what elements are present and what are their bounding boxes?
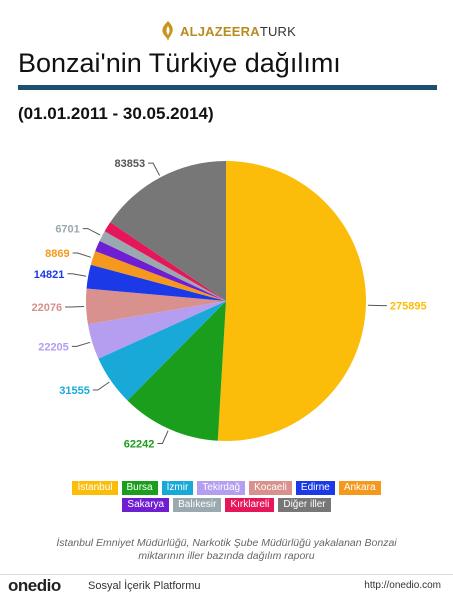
data-label-1: 275895	[390, 301, 427, 313]
data-label-4: 22205	[38, 341, 69, 353]
page-title: Bonzai'nin Türkiye dağılımı	[18, 48, 341, 78]
data-label-7: 8869	[45, 248, 69, 260]
legend-row: İstanbul Bursa İzmir Tekirdağ Kocaeli Edirne A…	[72, 481, 381, 495]
pie-slice-5	[86, 288, 226, 325]
flame-logo-icon	[160, 20, 176, 42]
legend-item-4: Tekirdağ	[197, 481, 246, 495]
caption-line-2: miktarının iller bazında dağılım raporu	[138, 550, 315, 562]
legend-item-9: Balıkesir	[173, 498, 222, 512]
legend-item-10: Kırklareli	[225, 498, 275, 512]
data-label-5: 22076	[32, 302, 63, 314]
logo-main-text: ALJAZEERA	[180, 23, 260, 39]
legend-item-8: Sakarya	[122, 498, 170, 512]
pie-slice-11	[110, 161, 226, 301]
leader-line-7	[72, 252, 92, 258]
pie-slice-4	[87, 301, 226, 359]
pie-chart: 275895 62242 31555 22205 22076 14821 8869 6701 8…	[32, 158, 427, 451]
caption-line-1: İstanbul Emniyet Müdürlüğü, Narkotik Şub…	[56, 537, 397, 549]
logo-text: ALJAZEERATURK	[180, 24, 296, 39]
legend-item-1: İstanbul	[72, 481, 118, 495]
leader-line-4	[71, 341, 91, 347]
pie-slice-8	[95, 240, 226, 301]
footer-site-link[interactable]: http://onedio.com	[364, 580, 441, 591]
pie-slice-3	[98, 301, 226, 401]
aljazeera-logo: ALJAZEERATURK	[160, 20, 296, 42]
leader-line-2	[157, 430, 169, 444]
leader-line-3	[92, 381, 110, 391]
legend-item-11: Diğer iller	[278, 498, 331, 512]
data-label-6: 14821	[34, 269, 65, 281]
chart-legend: İstanbul Bursa İzmir Tekirdağ Kocaeli Edirne A…	[0, 481, 453, 512]
onedio-logo[interactable]: onedio	[8, 576, 61, 595]
legend-item-6: Edirne	[295, 481, 335, 495]
title-divider	[18, 85, 437, 90]
legend-item-5: Kocaeli	[249, 481, 292, 495]
pie-slice-2	[127, 301, 226, 441]
legend-row: Sakarya Balıkesir Kırklareli Diğer iller	[122, 498, 331, 512]
pie-slice-7	[90, 251, 226, 301]
legend-item-3: İzmir	[161, 481, 194, 495]
data-label-11: 83853	[115, 158, 146, 170]
leader-line-11	[148, 162, 161, 176]
leader-line-6	[67, 273, 87, 277]
leader-line-9	[82, 228, 101, 236]
footer-bar: onedio Sosyal İçerik Platformu http://on…	[0, 574, 453, 597]
data-label-3: 31555	[59, 385, 90, 397]
source-caption: İstanbul Emniyet Müdürlüğü, Narkotik Şub…	[0, 537, 453, 563]
footer-tagline: Sosyal İçerik Platformu	[88, 580, 201, 592]
logo-suffix-text: TURK	[259, 23, 297, 39]
legend-item-2: Bursa	[121, 481, 158, 495]
pie-slice-1	[217, 161, 366, 441]
date-range-subtitle: (01.01.2011 - 30.05.2014)	[18, 104, 214, 123]
leader-line-5	[65, 306, 85, 308]
data-label-9: 6701	[55, 224, 79, 236]
pie-slice-10	[104, 222, 226, 301]
pie-slice-9	[99, 231, 226, 301]
pie-slice-6	[86, 264, 226, 301]
data-label-2: 62242	[124, 439, 155, 451]
legend-item-7: Ankara	[338, 481, 381, 495]
